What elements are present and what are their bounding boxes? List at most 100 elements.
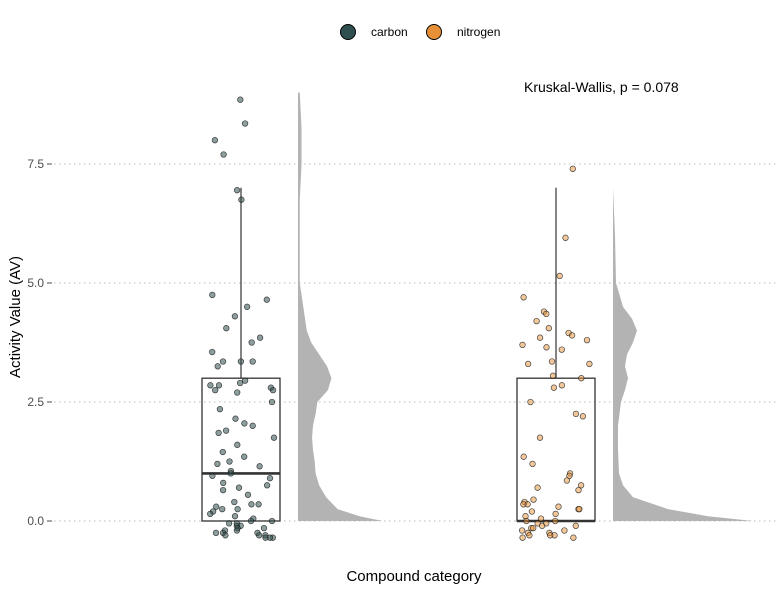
point-nitrogen: [558, 346, 565, 353]
point-carbon: [214, 460, 221, 468]
point-nitrogen: [550, 384, 558, 391]
point-carbon: [215, 382, 223, 389]
kruskal-wallis-annotation: Kruskal-Wallis, p = 0.078: [524, 79, 679, 95]
y-tick-label: 0.0: [27, 514, 44, 528]
legend-marker-carbon: [340, 24, 356, 40]
point-nitrogen: [534, 484, 541, 491]
box-carbon: [201, 377, 281, 522]
point-carbon: [262, 534, 269, 541]
point-carbon: [223, 325, 230, 332]
point-carbon: [207, 382, 214, 389]
point-nitrogen: [577, 482, 585, 489]
point-carbon: [263, 482, 271, 489]
point-nitrogen: [538, 522, 546, 529]
point-carbon: [209, 348, 216, 356]
point-carbon: [231, 513, 239, 520]
point-carbon: [219, 358, 227, 365]
point-nitrogen: [558, 382, 566, 389]
point-nitrogen: [563, 477, 571, 484]
point-carbon: [235, 484, 243, 491]
point-nitrogen: [549, 372, 557, 379]
point-carbon: [268, 398, 276, 406]
point-carbon: [241, 420, 248, 427]
point-carbon: [209, 291, 216, 299]
point-carbon: [219, 486, 227, 494]
point-carbon: [256, 334, 264, 341]
y-tick-label: 5.0: [27, 276, 44, 290]
legend-label-carbon: carbon: [371, 25, 408, 39]
point-nitrogen: [518, 527, 526, 534]
point-carbon: [207, 510, 214, 518]
point-nitrogen: [543, 310, 550, 318]
point-carbon: [234, 441, 241, 448]
point-carbon: [268, 517, 276, 525]
point-carbon: [231, 313, 239, 320]
point-carbon: [241, 377, 249, 384]
y-axis-title: Activity Value (AV): [7, 256, 24, 378]
point-nitrogen: [528, 508, 536, 515]
point-carbon: [263, 296, 270, 303]
point-carbon: [213, 503, 220, 510]
point-carbon: [238, 196, 245, 203]
point-carbon: [219, 505, 226, 513]
point-nitrogen: [552, 517, 559, 525]
point-carbon: [241, 453, 248, 460]
point-carbon: [244, 491, 252, 498]
point-carbon: [260, 524, 268, 532]
series-nitrogen: [516, 165, 753, 541]
point-nitrogen: [568, 332, 576, 339]
point-nitrogen: [530, 496, 537, 503]
point-nitrogen: [572, 410, 580, 418]
y-tick-label: 7.5: [27, 157, 44, 171]
density-nitrogen: [613, 187, 753, 522]
legend-label-nitrogen: nitrogen: [457, 25, 500, 39]
point-nitrogen: [543, 344, 550, 351]
point-nitrogen: [578, 375, 585, 382]
point-carbon: [219, 448, 226, 456]
point-carbon: [225, 520, 233, 527]
point-nitrogen: [555, 503, 562, 510]
point-carbon: [222, 427, 230, 434]
point-nitrogen: [530, 524, 537, 532]
point-carbon: [255, 532, 263, 539]
grid-lines: [54, 163, 778, 522]
point-carbon: [269, 386, 277, 394]
point-nitrogen: [519, 534, 526, 541]
point-nitrogen: [533, 317, 540, 325]
point-carbon: [248, 339, 255, 346]
point-nitrogen: [527, 398, 534, 406]
point-nitrogen: [572, 522, 579, 529]
point-carbon: [212, 529, 220, 537]
point-nitrogen: [576, 505, 583, 513]
point-nitrogen: [520, 294, 527, 301]
legend-marker-nitrogen: [426, 24, 442, 40]
point-nitrogen: [548, 358, 556, 365]
point-carbon: [248, 501, 255, 508]
point-nitrogen: [579, 413, 587, 420]
point-carbon: [222, 532, 229, 539]
point-carbon: [214, 363, 221, 370]
point-carbon: [220, 479, 227, 487]
point-carbon: [256, 463, 263, 470]
point-carbon: [266, 475, 274, 482]
point-nitrogen: [536, 434, 544, 441]
point-carbon: [209, 472, 216, 479]
point-carbon: [215, 429, 222, 437]
point-carbon: [236, 379, 244, 387]
point-carbon: [220, 151, 227, 158]
point-carbon: [234, 505, 241, 513]
point-nitrogen: [556, 272, 563, 280]
point-carbon: [227, 470, 234, 477]
point-nitrogen: [519, 341, 526, 349]
y-tick-label: 2.5: [27, 395, 44, 409]
series-carbon: [201, 92, 383, 541]
point-nitrogen: [562, 234, 569, 241]
y-axis-ticks: 0.0 2.5 5.0 7.5: [27, 157, 52, 528]
point-carbon: [212, 386, 219, 394]
point-carbon: [233, 527, 241, 534]
point-carbon: [241, 120, 249, 127]
point-carbon: [211, 137, 219, 144]
point-carbon: [231, 498, 238, 506]
point-carbon: [234, 389, 241, 396]
